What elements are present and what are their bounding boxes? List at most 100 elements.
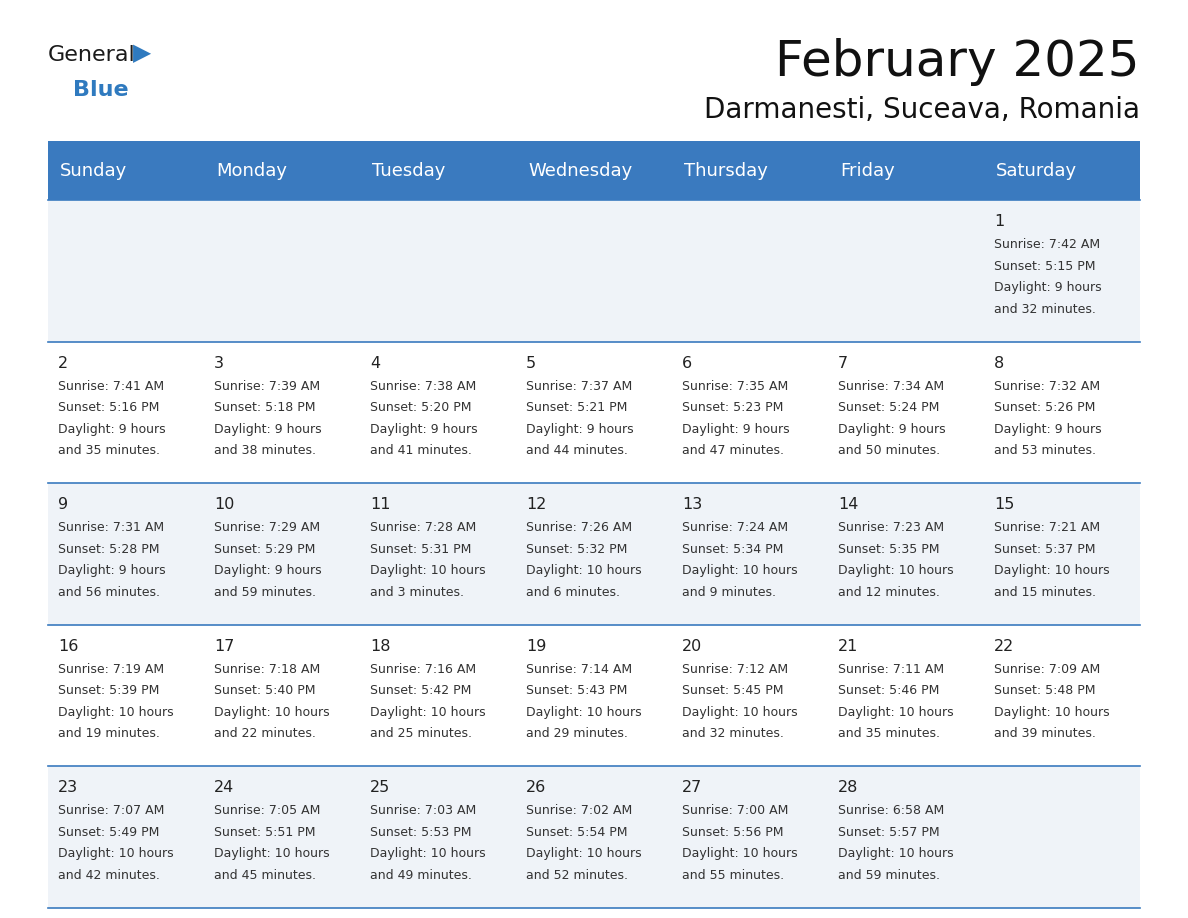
Text: Daylight: 10 hours: Daylight: 10 hours — [214, 847, 329, 860]
Text: and 50 minutes.: and 50 minutes. — [838, 444, 940, 457]
Text: Daylight: 10 hours: Daylight: 10 hours — [994, 706, 1110, 719]
Text: Daylight: 10 hours: Daylight: 10 hours — [58, 847, 173, 860]
Bar — [48, 625, 1140, 767]
Text: 24: 24 — [214, 780, 234, 795]
Text: 18: 18 — [369, 639, 391, 654]
Text: and 38 minutes.: and 38 minutes. — [214, 444, 316, 457]
Text: and 49 minutes.: and 49 minutes. — [369, 869, 472, 882]
Text: Daylight: 10 hours: Daylight: 10 hours — [526, 565, 642, 577]
Text: and 6 minutes.: and 6 minutes. — [526, 586, 620, 599]
Text: Sunset: 5:21 PM: Sunset: 5:21 PM — [526, 401, 627, 414]
Text: and 22 minutes.: and 22 minutes. — [214, 727, 316, 740]
Text: Sunrise: 7:26 AM: Sunrise: 7:26 AM — [526, 521, 632, 534]
Text: Sunrise: 7:11 AM: Sunrise: 7:11 AM — [838, 663, 944, 676]
Text: Daylight: 9 hours: Daylight: 9 hours — [994, 422, 1101, 436]
Text: Sunrise: 7:29 AM: Sunrise: 7:29 AM — [214, 521, 320, 534]
Text: and 41 minutes.: and 41 minutes. — [369, 444, 472, 457]
Text: 1: 1 — [994, 214, 1004, 229]
Text: 28: 28 — [838, 780, 859, 795]
Text: Sunrise: 7:05 AM: Sunrise: 7:05 AM — [214, 804, 321, 817]
Text: Sunrise: 7:31 AM: Sunrise: 7:31 AM — [58, 521, 164, 534]
Text: Daylight: 9 hours: Daylight: 9 hours — [994, 281, 1101, 294]
Text: Sunrise: 7:39 AM: Sunrise: 7:39 AM — [214, 380, 320, 393]
Text: Daylight: 10 hours: Daylight: 10 hours — [682, 706, 797, 719]
Text: 6: 6 — [682, 355, 693, 371]
Text: Sunrise: 7:00 AM: Sunrise: 7:00 AM — [682, 804, 789, 817]
Text: Sunset: 5:49 PM: Sunset: 5:49 PM — [58, 826, 159, 839]
Text: Daylight: 9 hours: Daylight: 9 hours — [58, 422, 165, 436]
Text: and 32 minutes.: and 32 minutes. — [994, 303, 1095, 316]
Text: Daylight: 10 hours: Daylight: 10 hours — [682, 565, 797, 577]
Text: Sunset: 5:28 PM: Sunset: 5:28 PM — [58, 543, 159, 555]
Text: and 47 minutes.: and 47 minutes. — [682, 444, 784, 457]
Text: Daylight: 9 hours: Daylight: 9 hours — [838, 422, 946, 436]
Text: and 19 minutes.: and 19 minutes. — [58, 727, 160, 740]
Text: and 52 minutes.: and 52 minutes. — [526, 869, 628, 882]
Text: 25: 25 — [369, 780, 390, 795]
Text: Daylight: 10 hours: Daylight: 10 hours — [214, 706, 329, 719]
Text: Sunrise: 7:12 AM: Sunrise: 7:12 AM — [682, 663, 788, 676]
Text: Daylight: 9 hours: Daylight: 9 hours — [526, 422, 633, 436]
Text: and 25 minutes.: and 25 minutes. — [369, 727, 472, 740]
Text: 19: 19 — [526, 639, 546, 654]
Text: Sunset: 5:57 PM: Sunset: 5:57 PM — [838, 826, 940, 839]
Bar — [48, 142, 204, 200]
Text: 15: 15 — [994, 498, 1015, 512]
Text: Daylight: 9 hours: Daylight: 9 hours — [369, 422, 478, 436]
Text: Sunrise: 7:19 AM: Sunrise: 7:19 AM — [58, 663, 164, 676]
Text: 4: 4 — [369, 355, 380, 371]
Text: Daylight: 10 hours: Daylight: 10 hours — [994, 565, 1110, 577]
Text: 17: 17 — [214, 639, 234, 654]
Text: and 35 minutes.: and 35 minutes. — [838, 727, 940, 740]
Text: Daylight: 10 hours: Daylight: 10 hours — [58, 706, 173, 719]
Text: Thursday: Thursday — [684, 162, 767, 180]
Bar — [48, 767, 1140, 908]
Bar — [828, 142, 984, 200]
Text: Daylight: 10 hours: Daylight: 10 hours — [369, 706, 486, 719]
Text: and 59 minutes.: and 59 minutes. — [838, 869, 940, 882]
Text: Sunset: 5:16 PM: Sunset: 5:16 PM — [58, 401, 159, 414]
Text: Sunrise: 7:35 AM: Sunrise: 7:35 AM — [682, 380, 789, 393]
Text: Sunset: 5:34 PM: Sunset: 5:34 PM — [682, 543, 783, 555]
Text: 10: 10 — [214, 498, 234, 512]
Text: Sunrise: 7:41 AM: Sunrise: 7:41 AM — [58, 380, 164, 393]
Text: ▶: ▶ — [133, 41, 151, 65]
Text: Wednesday: Wednesday — [527, 162, 632, 180]
Text: 3: 3 — [214, 355, 225, 371]
Text: Sunset: 5:42 PM: Sunset: 5:42 PM — [369, 684, 472, 698]
Text: 12: 12 — [526, 498, 546, 512]
Text: and 12 minutes.: and 12 minutes. — [838, 586, 940, 599]
Text: Sunrise: 7:23 AM: Sunrise: 7:23 AM — [838, 521, 944, 534]
Text: Sunset: 5:56 PM: Sunset: 5:56 PM — [682, 826, 784, 839]
Text: and 53 minutes.: and 53 minutes. — [994, 444, 1097, 457]
Text: Daylight: 10 hours: Daylight: 10 hours — [682, 847, 797, 860]
Text: Sunrise: 7:16 AM: Sunrise: 7:16 AM — [369, 663, 476, 676]
Text: Daylight: 9 hours: Daylight: 9 hours — [214, 565, 322, 577]
Bar — [48, 200, 1140, 341]
Text: 22: 22 — [994, 639, 1015, 654]
Text: and 15 minutes.: and 15 minutes. — [994, 586, 1097, 599]
Text: Sunset: 5:40 PM: Sunset: 5:40 PM — [214, 684, 316, 698]
Text: General: General — [48, 45, 135, 65]
Text: Tuesday: Tuesday — [372, 162, 446, 180]
Bar — [516, 142, 672, 200]
Text: 16: 16 — [58, 639, 78, 654]
Bar — [48, 140, 1140, 146]
Text: Daylight: 9 hours: Daylight: 9 hours — [682, 422, 790, 436]
Text: Sunset: 5:31 PM: Sunset: 5:31 PM — [369, 543, 472, 555]
Text: Blue: Blue — [72, 80, 128, 100]
Text: and 42 minutes.: and 42 minutes. — [58, 869, 160, 882]
Text: Daylight: 10 hours: Daylight: 10 hours — [838, 706, 954, 719]
Text: Sunset: 5:32 PM: Sunset: 5:32 PM — [526, 543, 627, 555]
Text: 9: 9 — [58, 498, 68, 512]
Text: Daylight: 10 hours: Daylight: 10 hours — [369, 847, 486, 860]
Text: 20: 20 — [682, 639, 702, 654]
Text: Daylight: 10 hours: Daylight: 10 hours — [526, 847, 642, 860]
Text: 11: 11 — [369, 498, 391, 512]
Text: 8: 8 — [994, 355, 1004, 371]
Text: Sunrise: 7:28 AM: Sunrise: 7:28 AM — [369, 521, 476, 534]
Bar — [672, 142, 828, 200]
Text: 14: 14 — [838, 498, 859, 512]
Text: Sunset: 5:20 PM: Sunset: 5:20 PM — [369, 401, 472, 414]
Text: Daylight: 10 hours: Daylight: 10 hours — [369, 565, 486, 577]
